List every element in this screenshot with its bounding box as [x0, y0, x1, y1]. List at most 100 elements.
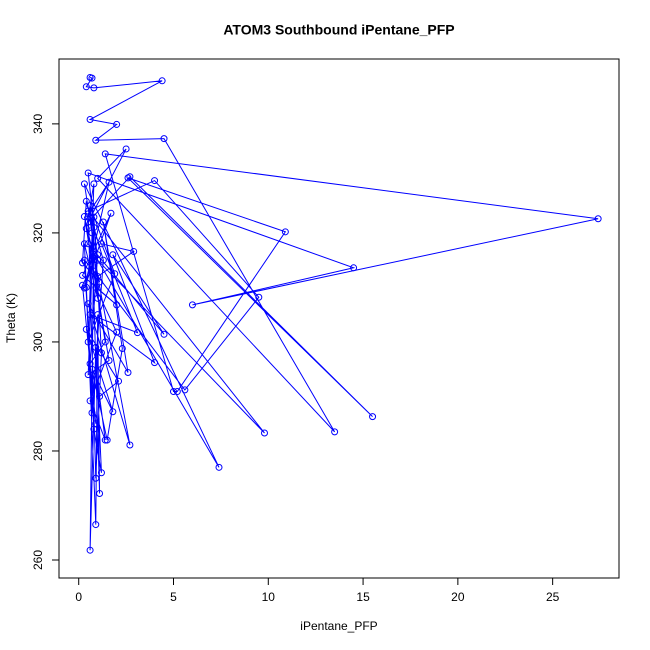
data-point — [96, 278, 104, 286]
data-point — [133, 329, 141, 337]
data-point — [82, 325, 90, 333]
data-point — [170, 388, 178, 396]
data-point — [88, 409, 96, 417]
data-point — [84, 338, 92, 346]
x-tick-label: 25 — [546, 590, 560, 604]
data-point — [109, 408, 117, 416]
y-tick-label: 300 — [31, 332, 45, 352]
data-point — [158, 77, 166, 85]
x-tick-label: 5 — [170, 590, 177, 604]
data-point — [160, 135, 168, 143]
data-point — [94, 251, 102, 259]
data-point — [130, 247, 138, 255]
y-tick-label: 260 — [31, 550, 45, 570]
data-point — [331, 428, 339, 436]
x-tick-label: 0 — [75, 590, 82, 604]
data-point — [113, 328, 121, 336]
data-point — [84, 169, 92, 177]
data-point — [160, 330, 168, 338]
data-point — [111, 270, 119, 278]
data-point — [94, 311, 102, 319]
data-point — [96, 392, 104, 400]
data-point — [92, 420, 100, 428]
data-point — [92, 136, 100, 144]
data-point — [181, 386, 189, 394]
data-point — [113, 301, 121, 309]
data-point — [82, 197, 90, 205]
data-point — [86, 202, 94, 210]
data-point — [122, 145, 130, 153]
data-point — [92, 474, 100, 482]
data-point — [90, 180, 98, 188]
data-point — [84, 300, 92, 308]
data-point — [215, 463, 223, 471]
y-tick-label: 340 — [31, 114, 45, 134]
data-point — [260, 429, 268, 437]
data-point — [79, 281, 87, 289]
data-point — [82, 225, 90, 233]
data-point — [124, 368, 132, 376]
plot-box — [58, 58, 620, 579]
data-point — [151, 359, 159, 367]
data-point — [80, 240, 88, 248]
data-point — [281, 228, 289, 236]
data-point — [103, 436, 111, 444]
data-point — [86, 397, 94, 405]
data-point — [86, 311, 94, 319]
data-point — [350, 264, 358, 272]
data-point — [90, 213, 98, 221]
x-axis-label: iPentane_PFP — [300, 619, 377, 633]
data-point — [99, 218, 107, 226]
data-point — [115, 377, 123, 385]
data-point — [97, 349, 105, 357]
data-point — [86, 360, 94, 368]
data-point — [255, 293, 263, 301]
data-point — [124, 174, 132, 182]
data-point — [90, 267, 98, 275]
y-tick-label: 280 — [31, 441, 45, 461]
data-point — [97, 469, 105, 477]
data-point — [101, 150, 109, 158]
data-point — [84, 218, 92, 226]
data-point — [86, 546, 94, 554]
data-point — [99, 256, 107, 264]
data-point — [92, 283, 100, 291]
data-point — [88, 229, 96, 237]
data-point — [594, 215, 602, 223]
y-tick-label: 320 — [31, 223, 45, 243]
data-point — [94, 174, 102, 182]
data-point — [80, 213, 88, 221]
data-point — [86, 116, 94, 124]
data-point — [90, 84, 98, 92]
data-point — [92, 343, 100, 351]
data-point — [94, 294, 102, 302]
data-point — [84, 240, 92, 248]
data-point — [151, 177, 159, 185]
data-point — [107, 209, 115, 217]
data-point — [97, 240, 105, 248]
data-point — [109, 251, 117, 259]
data-point — [88, 74, 96, 82]
data-point — [101, 338, 109, 346]
data-point — [118, 344, 126, 352]
data-point — [79, 271, 87, 279]
data-point — [80, 180, 88, 188]
data-point — [79, 259, 87, 267]
data-line — [81, 77, 599, 551]
data-point — [96, 489, 104, 497]
y-axis-label: Theta (K) — [4, 293, 18, 343]
data-point — [369, 413, 377, 421]
chart-title: ATOM3 Southbound iPentane_PFP — [223, 22, 454, 38]
data-point — [84, 371, 92, 379]
data-point — [113, 120, 121, 128]
x-tick-label: 10 — [262, 590, 276, 604]
data-point — [92, 521, 100, 529]
data-point — [105, 178, 113, 186]
data-point — [101, 436, 109, 444]
data-point — [188, 301, 196, 309]
data-point — [82, 83, 90, 91]
x-tick-label: 15 — [356, 590, 370, 604]
data-point — [126, 441, 134, 449]
data-point — [105, 356, 113, 364]
